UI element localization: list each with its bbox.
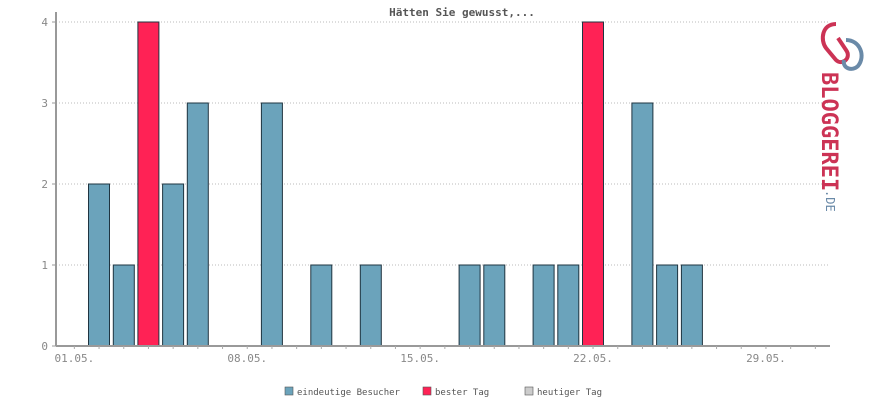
bar [680, 264, 703, 347]
bar [557, 264, 580, 347]
y-tick-label: 1 [41, 259, 48, 272]
x-tick-label: 01.05. [54, 352, 94, 365]
legend-swatch [422, 386, 432, 396]
legend-label: eindeutige Besucher [297, 388, 401, 398]
bar [162, 183, 185, 347]
legend: eindeutige Besucher bester Tag heutiger Ta… [284, 386, 602, 398]
bloggerei-logo-icon [820, 22, 864, 71]
chart-title: Hätten Sie gewusst,... [389, 6, 535, 19]
y-tick-label: 0 [41, 340, 48, 353]
y-tick-label: 4 [41, 16, 48, 29]
x-tick-label: 22.05. [573, 352, 613, 365]
legend-swatch [524, 386, 534, 396]
bar [137, 21, 160, 347]
x-tick-label: 29.05. [746, 352, 786, 365]
legend-label: bester Tag [435, 388, 489, 398]
logo-icon-stroke [820, 22, 850, 65]
logo-icon-stroke [841, 38, 864, 71]
axes: 0 1 2 3 4 01.05. 08.05. 15.05. 22.05. 29.05. [41, 12, 830, 365]
legend-swatch [284, 386, 294, 396]
bar [359, 264, 382, 347]
x-tick-label: 15.05. [400, 352, 440, 365]
legend-label: heutiger Tag [537, 388, 602, 398]
y-tick-label: 3 [41, 97, 48, 110]
bars [88, 21, 703, 347]
bar [631, 102, 654, 347]
bar [582, 21, 604, 347]
bar [656, 264, 679, 347]
logo-suffix: .DE [823, 190, 837, 212]
x-tick-label: 08.05. [227, 352, 267, 365]
bar [458, 264, 481, 347]
bar [532, 264, 555, 347]
bar [260, 102, 283, 347]
bar [186, 102, 209, 347]
bar [310, 264, 333, 347]
logo-wordmark: BLOGGEREI [816, 72, 841, 191]
bar [88, 183, 110, 347]
bloggerei-logo: BLOGGEREI.DE [816, 22, 864, 212]
bar [483, 264, 506, 347]
bar [112, 264, 135, 347]
y-tick-label: 2 [41, 178, 48, 191]
